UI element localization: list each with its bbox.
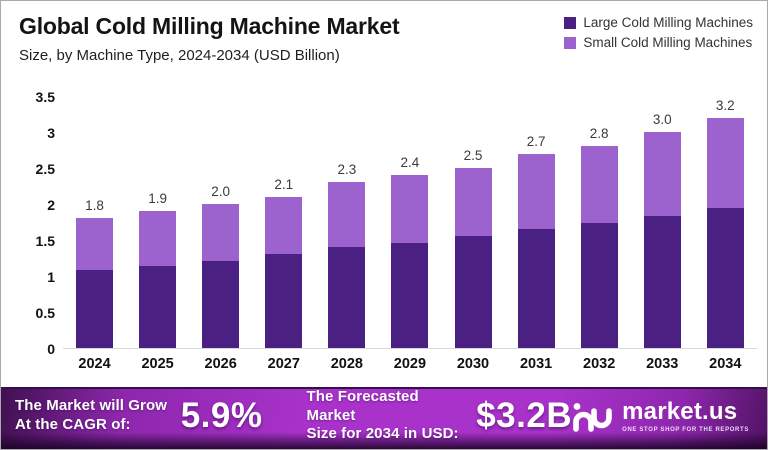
legend-item-large: Large Cold Milling Machines (564, 15, 753, 30)
bar-2028: 2.3 (315, 97, 378, 348)
bar-2025: 1.9 (126, 97, 189, 348)
title-block: Global Cold Milling Machine Market Size,… (19, 13, 400, 64)
y-tick-label: 3 (47, 125, 55, 141)
logo-text-block: market.us ONE STOP SHOP FOR THE REPORTS (622, 397, 749, 433)
bar-total-label: 3.2 (715, 97, 735, 113)
legend-item-small: Small Cold Milling Machines (564, 35, 753, 50)
bar-total-label: 2.4 (400, 155, 420, 171)
bar-segment-large-machines (643, 215, 681, 348)
forecast-label: The Forecasted Market Size for 2034 in U… (307, 388, 461, 444)
bar-segment-small-machines (265, 196, 303, 255)
y-tick-label: 0 (47, 341, 55, 357)
bar-total-label: 2.5 (463, 148, 483, 164)
plot-area: 1.8 1.9 2.0 2.1 2.3 2.4 2.5 2.7 2.8 3.0 3.2 (63, 97, 757, 349)
bar-2030: 2.5 (442, 97, 505, 348)
bar-segment-large-machines (580, 223, 618, 348)
x-axis: 2024 2025 2026 2027 2028 2029 2030 2031 2032 2033… (63, 356, 757, 372)
bar-segment-large-machines (139, 265, 177, 348)
forecast-label-line2: Size for 2034 in USD: (306, 425, 459, 443)
y-tick-label: 2 (47, 197, 55, 213)
bar-segment-small-machines (517, 153, 555, 230)
bar-segment-large-machines (202, 260, 240, 348)
bar-segment-small-machines (328, 182, 366, 248)
bar-segment-large-machines (328, 247, 366, 348)
legend-swatch-light (564, 36, 577, 49)
bar-total-label: 1.9 (148, 191, 167, 207)
forecast-label-line1: The Forecasted Market (306, 387, 419, 424)
bar-2027: 2.1 (252, 97, 315, 348)
header: Global Cold Milling Machine Market Size,… (19, 13, 753, 64)
bar-segment-large-machines (517, 229, 555, 348)
bar-segment-small-machines (706, 117, 744, 209)
bar-2024: 1.8 (63, 97, 126, 348)
cagr-label-line2: At the CAGR of: (15, 416, 131, 433)
bar-segment-large-machines (454, 236, 492, 348)
bar-segment-large-machines (265, 254, 303, 348)
bar-total-label: 2.1 (274, 176, 294, 192)
bar-total-label: 2.8 (589, 126, 609, 142)
bar-total-label: 2.3 (337, 162, 357, 178)
marketus-logo: market.us ONE STOP SHOP FOR THE REPORTS (572, 399, 753, 433)
legend: Large Cold Milling Machines Small Cold M… (564, 13, 753, 50)
bar-2034: 3.2 (694, 97, 757, 348)
x-tick-label: 2032 (583, 356, 616, 372)
bar-total-label: 2.0 (211, 184, 231, 200)
x-tick-label: 2034 (709, 356, 742, 372)
y-axis: 3.5 3 2.5 2 1.5 1 0.5 0 (1, 89, 55, 357)
bar-segment-small-machines (76, 218, 114, 271)
bottom-banner: The Market will Grow At the CAGR of: 5.9… (1, 387, 767, 449)
page-title: Global Cold Milling Machine Market (19, 13, 400, 39)
y-tick-label: 1.5 (35, 233, 55, 249)
bar-total-label: 1.8 (85, 198, 104, 214)
bar-segment-large-machines (76, 270, 114, 348)
legend-swatch-dark (564, 16, 577, 29)
x-tick-label: 2027 (267, 356, 300, 372)
bar-segment-small-machines (580, 146, 618, 224)
forecast-value: $3.2B (476, 396, 573, 435)
legend-label: Large Cold Milling Machines (583, 15, 753, 30)
marketus-logo-icon (573, 403, 612, 432)
y-tick-label: 0.5 (35, 305, 55, 321)
cagr-label: The Market will Grow At the CAGR of: (15, 397, 169, 435)
cagr-label-line1: The Market will Grow (15, 397, 168, 415)
bar-segment-large-machines (391, 242, 429, 348)
y-tick-label: 1 (47, 269, 55, 285)
bar-total-label: 2.7 (526, 133, 546, 149)
logo-text: market.us (622, 397, 738, 425)
y-tick-label: 3.5 (35, 89, 55, 105)
x-tick-label: 2028 (330, 356, 363, 372)
page-subtitle: Size, by Machine Type, 2024-2034 (USD Bi… (19, 47, 340, 64)
bar-total-label: 3.0 (652, 112, 672, 128)
bar-2032: 2.8 (568, 97, 631, 348)
bar-segment-large-machines (706, 208, 744, 348)
bar-segment-small-machines (643, 132, 681, 216)
x-tick-label: 2029 (393, 356, 427, 372)
x-tick-label: 2026 (204, 356, 237, 372)
bar-2026: 2.0 (189, 97, 252, 348)
y-tick-label: 2.5 (35, 161, 55, 177)
cagr-value: 5.9% (180, 396, 263, 435)
x-tick-label: 2025 (141, 356, 174, 372)
bar-2031: 2.7 (505, 97, 568, 348)
legend-label: Small Cold Milling Machines (583, 35, 753, 50)
bar-segment-small-machines (391, 175, 429, 243)
x-tick-label: 2024 (78, 356, 111, 372)
x-tick-label: 2030 (456, 356, 490, 372)
x-tick-label: 2031 (519, 356, 553, 372)
bar-2029: 2.4 (378, 97, 441, 348)
bar-segment-small-machines (202, 204, 240, 261)
x-tick-label: 2033 (646, 356, 679, 372)
bar-segment-small-machines (454, 168, 492, 237)
bar-2033: 3.0 (631, 97, 694, 348)
logo-tagline: ONE STOP SHOP FOR THE REPORTS (622, 426, 749, 433)
bar-segment-small-machines (139, 211, 177, 266)
